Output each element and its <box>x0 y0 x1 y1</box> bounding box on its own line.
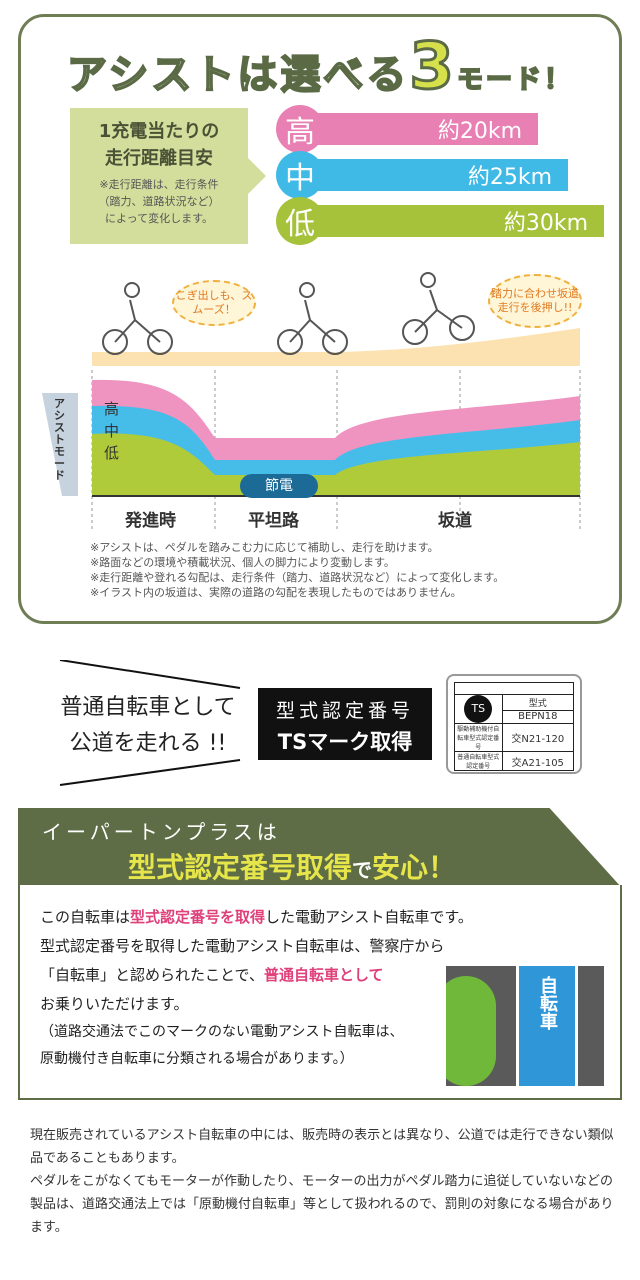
highlight: 普通自転車として <box>263 966 384 984</box>
bicycle-icon <box>102 282 173 355</box>
band-text: で <box>352 858 373 882</box>
axis-label: アシストモード <box>54 397 65 482</box>
public-road-text: 普通自転車として 公道を走れる !! <box>48 690 248 762</box>
page-title: アシストは選べる3モード！ <box>66 29 573 106</box>
ts-mark-badge: 型式認定番号 TSマーク取得 <box>258 688 432 760</box>
plate-value: 交A21-105 <box>501 751 575 771</box>
level-label: 高 <box>104 400 120 418</box>
header-band: イーパートンプラスは 型式認定番号取得で安心！ <box>18 808 622 888</box>
mode-bars: 高約20km 中約25km 低約30km <box>276 105 604 245</box>
mode-bar-mid: 中約25km <box>276 151 604 199</box>
road <box>92 328 580 366</box>
plate-label: 普通自転車型式認定番号 <box>454 751 503 771</box>
note: ※イラスト内の坂道は、実際の道路の勾配を表現したものではありません。 <box>90 586 462 599</box>
bottom-notice: 現在販売されているアシスト自転車の中には、販売時の表示とは異なり、公道では走行で… <box>30 1124 620 1239</box>
mode-distance: 約30km <box>316 205 604 237</box>
level-label: 低 <box>104 444 120 462</box>
text: した電動アシスト自転車です。 <box>265 908 473 926</box>
section-label: 平坦路 <box>248 511 299 531</box>
band-emph: 安心！ <box>372 851 457 884</box>
band-emph: 型式認定番号取得 <box>128 851 353 884</box>
text-line: 公道を走れる !! <box>69 731 227 756</box>
bike-lane-illustration: 自転車 <box>446 966 604 1086</box>
text: この自転車は <box>40 908 131 926</box>
mode-bar-low: 低約30km <box>276 197 604 245</box>
power-saving-badge: 節電 <box>240 474 318 498</box>
range-note: ※走行距離は、走行条件 <box>99 178 219 191</box>
section-label: 坂道 <box>438 511 472 531</box>
level-label: 中 <box>104 422 120 440</box>
accent-lines <box>59 660 241 786</box>
speech-bubble: こぎ出しも、スムーズ！ <box>172 280 256 326</box>
text: お乗りいただけます。 <box>40 995 189 1013</box>
range-note: （踏力、道路状況など） <box>98 195 220 208</box>
axis-wedge <box>42 393 78 496</box>
low-mode-area <box>92 433 580 496</box>
text: 型式認定番号を取得した電動アシスト自転車は、警察庁から <box>40 937 445 955</box>
mode-distance: 約20km <box>316 113 538 145</box>
badge-line: 型式認定番号 <box>275 700 414 722</box>
mode-distance: 約25km <box>316 159 568 191</box>
bicycle-icon <box>277 282 348 355</box>
range-info-box: 1充電当たりの 走行距離目安 ※走行距離は、走行条件 （踏力、道路状況など） によっ… <box>70 108 266 244</box>
badge-line: TSマーク取得 <box>277 730 413 754</box>
certification-plate: TS 型式 BEPN18 駆動補助機付自転車型式認定番号 交N21-120 普通自転… <box>446 674 582 774</box>
assist-illustration <box>42 272 581 530</box>
note: ※走行距離や登れる勾配は、走行条件（踏力、道路状況など）によって変化します。 <box>90 571 505 584</box>
speech-bubble: 踏力に合わせ坂道走行を後押し!! <box>488 274 582 328</box>
section-label: 発進時 <box>125 511 176 531</box>
note: ※アシストは、ペダルを踏みこむ力に応じて補助し、走行を助けます。 <box>90 541 439 554</box>
bicycle-icon <box>402 272 475 345</box>
paragraph: 現在販売されているアシスト自転車の中には、販売時の表示とは異なり、公道では走行で… <box>30 1128 614 1166</box>
paragraph: ペダルをこがなくてもモーターが作動したり、モーターの出力がペダル踏力に追従してい… <box>30 1174 614 1235</box>
mode-bar-high: 高約20km <box>276 105 604 153</box>
text-line: 普通自転車として <box>60 695 236 720</box>
text: 原動機付き自転車に分類される場合があります。） <box>40 1051 354 1067</box>
plate-label: 駆動補助機付自転車型式認定番号 <box>454 723 503 752</box>
band-headline: 型式認定番号取得で安心！ <box>128 846 456 886</box>
range-heading: 1充電当たりの <box>98 121 220 142</box>
text: （道路交通法でこのマークのない電動アシスト自転車は、 <box>40 1024 404 1040</box>
bike-lane-sign: 自転車 <box>516 966 578 1086</box>
ts-logo-icon: TS <box>454 694 503 724</box>
range-note: によって変化します。 <box>104 212 214 225</box>
plate-model: BEPN18 <box>501 709 575 725</box>
highlight: 型式認定番号を取得 <box>130 908 266 926</box>
note: ※路面などの環境や積載状況、個人の脚力により変動します。 <box>90 556 395 569</box>
notes: ※アシストは、ペダルを踏みこむ力に応じて補助し、走行を助けます。 ※路面などの環境… <box>90 540 504 600</box>
text: 「自転車」と認められたことで、 <box>40 966 264 984</box>
range-heading: 走行距離目安 <box>105 148 213 169</box>
plate-value: 交N21-120 <box>501 723 575 752</box>
plate-type-label: 型式 <box>501 694 575 711</box>
band-line: イーパートンプラスは <box>42 820 281 844</box>
